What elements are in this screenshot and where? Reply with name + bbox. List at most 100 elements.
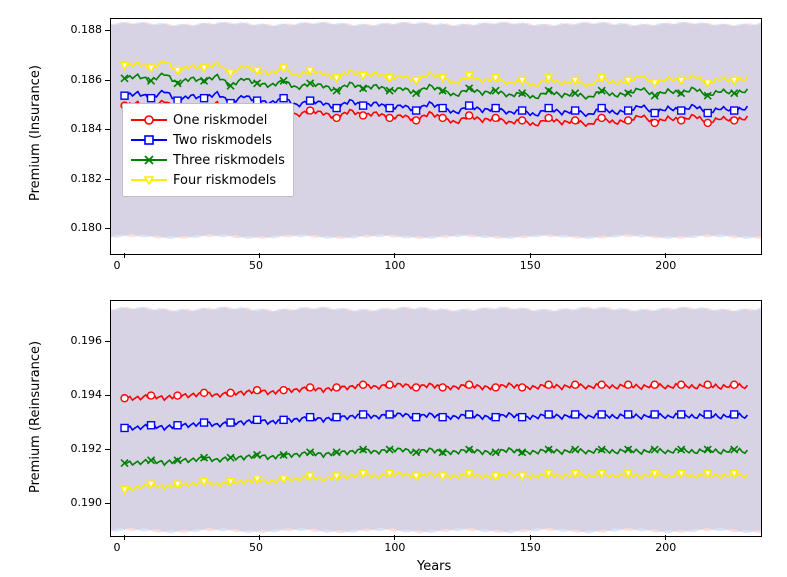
legend-label-four: Four riskmodels <box>173 173 276 188</box>
ytick-label: 0.188 <box>71 23 103 36</box>
series-marker <box>625 381 632 388</box>
uncertainty-band <box>111 306 761 533</box>
ylabel-insurance: Premium (Insurance) <box>28 65 43 201</box>
series-marker <box>651 110 658 117</box>
series-marker <box>572 381 579 388</box>
series-marker <box>360 102 367 109</box>
series-marker <box>704 110 711 117</box>
series-marker <box>307 107 314 114</box>
legend-swatch-two <box>131 133 167 147</box>
series-marker <box>333 105 340 112</box>
xtick-label: 100 <box>384 259 405 272</box>
xtick-mark <box>530 535 531 540</box>
legend: One riskmodel Two riskmodels Three riskm… <box>122 103 294 197</box>
series-marker <box>201 389 208 396</box>
legend-item-four: Four riskmodels <box>131 170 285 190</box>
series-marker <box>201 419 208 426</box>
xtick-label: 50 <box>249 541 263 554</box>
series-marker <box>413 107 420 114</box>
ytick-label: 0.196 <box>71 334 103 347</box>
series-marker <box>227 389 234 396</box>
ytick-mark <box>105 30 110 31</box>
ytick-label: 0.182 <box>71 172 103 185</box>
series-marker <box>492 414 499 421</box>
panel-reinsurance <box>110 300 762 537</box>
xtick-label: 150 <box>520 259 541 272</box>
series-marker <box>731 117 738 124</box>
series-marker <box>572 117 579 124</box>
series-marker <box>466 381 473 388</box>
legend-swatch-three <box>131 153 167 167</box>
xtick-label: 50 <box>249 259 263 272</box>
series-marker <box>545 105 552 112</box>
series-marker <box>174 422 181 429</box>
ytick-mark <box>105 503 110 504</box>
series-marker <box>545 381 552 388</box>
legend-item-one: One riskmodel <box>131 110 285 130</box>
series-marker <box>174 392 181 399</box>
xtick-mark <box>124 253 125 258</box>
xtick-mark <box>394 535 395 540</box>
xtick-mark <box>665 535 666 540</box>
ytick-mark <box>105 179 110 180</box>
xtick-mark <box>665 253 666 258</box>
ytick-label: 0.190 <box>71 496 103 509</box>
xlabel-years: Years <box>417 559 451 574</box>
series-marker <box>307 414 314 421</box>
series-marker <box>148 392 155 399</box>
series-marker <box>704 119 711 126</box>
ytick-label: 0.186 <box>71 73 103 86</box>
xtick-label: 200 <box>655 259 676 272</box>
ytick-label: 0.192 <box>71 442 103 455</box>
series-marker <box>678 107 685 114</box>
series-marker <box>704 381 711 388</box>
series-marker <box>678 117 685 124</box>
series-marker <box>148 95 155 102</box>
series-marker <box>413 117 420 124</box>
series-marker <box>519 414 526 421</box>
series-marker <box>678 411 685 418</box>
series-marker <box>386 105 393 112</box>
series-marker <box>519 117 526 124</box>
series-marker <box>704 411 711 418</box>
series-marker <box>519 384 526 391</box>
xtick-label: 0 <box>114 259 121 272</box>
series-marker <box>307 97 314 104</box>
series-marker <box>466 102 473 109</box>
ytick-label: 0.184 <box>71 122 103 135</box>
series-marker <box>413 384 420 391</box>
series-marker <box>598 105 605 112</box>
series-marker <box>280 416 287 423</box>
legend-label-one: One riskmodel <box>173 113 267 128</box>
series-marker <box>625 107 632 114</box>
series-marker <box>519 107 526 114</box>
series-marker <box>598 381 605 388</box>
series-marker <box>651 411 658 418</box>
series-marker <box>201 95 208 102</box>
series-marker <box>121 395 128 402</box>
figure: Premium (Insurance) Premium (Reinsurance… <box>0 0 787 577</box>
series-marker <box>731 411 738 418</box>
series-marker <box>386 381 393 388</box>
ylabel-reinsurance: Premium (Reinsurance) <box>28 340 43 492</box>
series-marker <box>439 414 446 421</box>
legend-swatch-four <box>131 173 167 187</box>
series-marker <box>386 114 393 121</box>
series-marker <box>307 384 314 391</box>
ytick-mark <box>105 449 110 450</box>
series-marker <box>625 411 632 418</box>
series-marker <box>572 411 579 418</box>
legend-swatch-one <box>131 113 167 127</box>
series-marker <box>492 105 499 112</box>
series-marker <box>386 411 393 418</box>
ytick-mark <box>105 129 110 130</box>
series-marker <box>227 419 234 426</box>
series-marker <box>280 95 287 102</box>
legend-item-three: Three riskmodels <box>131 150 285 170</box>
series-marker <box>439 384 446 391</box>
series-marker <box>148 422 155 429</box>
series-marker <box>598 411 605 418</box>
series-marker <box>280 387 287 394</box>
ytick-mark <box>105 228 110 229</box>
xtick-mark <box>394 253 395 258</box>
